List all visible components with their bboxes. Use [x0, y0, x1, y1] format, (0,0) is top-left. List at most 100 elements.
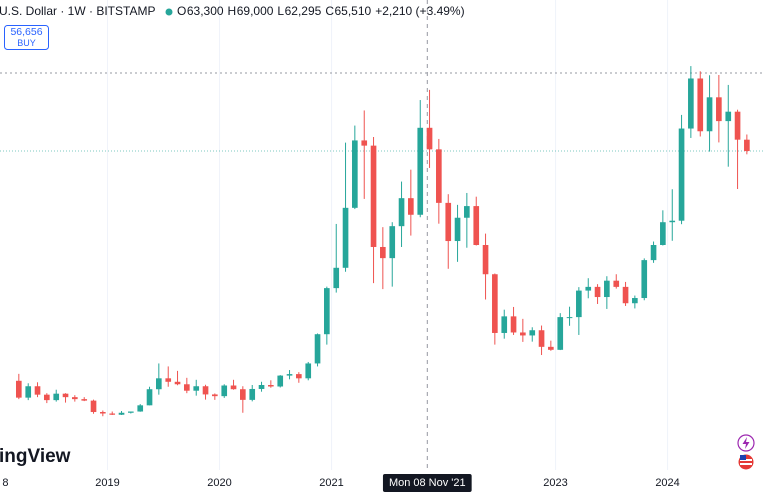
candle-body [622, 286, 629, 304]
candle-body [221, 385, 228, 397]
candle-body [370, 145, 377, 247]
candle-body [716, 97, 722, 122]
candle-body [641, 260, 648, 299]
candle-body [520, 332, 526, 336]
candle-body [678, 128, 685, 221]
buy-price: 56,656 [10, 26, 42, 38]
candle-body [426, 127, 433, 150]
candle-body [688, 78, 694, 129]
candle-body [706, 97, 713, 132]
candle-body [240, 389, 246, 400]
candle-body [482, 245, 489, 275]
candle-body [473, 206, 480, 245]
candle-body [212, 394, 218, 397]
candle-body [333, 267, 340, 289]
candle-body [258, 385, 265, 389]
candle-body [632, 298, 638, 304]
crosshair-label: Mon 08 Nov '21 [389, 477, 466, 489]
x-tick-label: 2020 [207, 477, 231, 489]
candle-body [557, 317, 564, 350]
candle-body [137, 405, 144, 412]
candle-body [34, 386, 41, 395]
candle-body [585, 286, 592, 291]
candle-body [268, 385, 274, 387]
candle-body [286, 374, 293, 376]
candle-body [193, 386, 200, 391]
candle-body [436, 149, 442, 203]
candle-body [697, 78, 704, 132]
candle-body [174, 381, 181, 385]
candle-body [202, 386, 209, 395]
crosshair-label-box [382, 474, 472, 492]
x-axis: 8 2019 2020 2021 2023 2024 Mon 08 Nov '21 [2, 474, 680, 492]
candle-body [529, 330, 536, 336]
candle-body [492, 274, 498, 333]
candle-body [389, 226, 396, 259]
candle-body [510, 316, 517, 333]
candle-body [725, 111, 732, 122]
buy-box-frame[interactable] [4, 25, 49, 50]
legend-value: 65,510 [334, 4, 371, 18]
candle-body [324, 288, 330, 335]
candle-body [342, 207, 349, 268]
candle-body [305, 363, 312, 379]
candle-body [81, 399, 88, 401]
candle-body [454, 217, 461, 242]
candle-body [380, 246, 386, 259]
candle-body [71, 397, 78, 400]
candle-body [128, 411, 134, 413]
legend-value: 63,300 [187, 4, 224, 18]
side-icons [737, 434, 755, 471]
grid [107, 0, 669, 470]
candle-body [734, 111, 741, 140]
candle-body [548, 346, 554, 350]
candle-body [660, 222, 666, 245]
candle-body [445, 202, 452, 242]
candle-body [90, 400, 97, 413]
candle-body [398, 198, 405, 227]
candle-body [417, 127, 424, 215]
candle-body [613, 280, 620, 287]
candle-body [538, 330, 545, 347]
candle-body [118, 412, 125, 415]
x-tick-label: 2024 [655, 477, 679, 489]
candle-body [62, 393, 69, 398]
x-tick-label: 2023 [543, 477, 567, 489]
x-tick-label: 2019 [95, 477, 119, 489]
icon-lightning-glyph [742, 437, 750, 449]
candle-body [650, 245, 657, 261]
legend-value: 69,000 [237, 4, 274, 18]
candle-body [156, 378, 162, 390]
candle-body [146, 389, 153, 406]
buy-box: 56,656 BUY [4, 25, 49, 50]
watermark: ingView [0, 446, 71, 467]
legend-key: C [325, 4, 334, 18]
x-tick-label: 8 [2, 477, 8, 489]
header: U.S. Dollar · 1W · BITSTAMP O 63,300 H 69,0… [0, 4, 465, 18]
candle-body [361, 140, 368, 146]
symbol-title: U.S. Dollar · 1W · BITSTAMP [0, 4, 155, 18]
candle-body [501, 316, 508, 333]
status-dot [165, 8, 173, 16]
x-tick-label: 2021 [319, 477, 343, 489]
buy-label: BUY [17, 38, 36, 48]
price-lines [0, 0, 765, 470]
candle-body [408, 198, 414, 215]
candle-body [352, 140, 358, 208]
candle-body [25, 386, 32, 398]
icon-flag-canton [740, 455, 746, 460]
legend-key: L [277, 4, 284, 18]
candle-body [669, 220, 676, 223]
candle-body [604, 280, 610, 298]
candle-body [277, 375, 284, 387]
candle-body [43, 394, 50, 401]
legend-change: +2,210 (+3.49%) [375, 4, 464, 18]
icon-flag-stripe [740, 463, 752, 465]
candle-body [15, 380, 22, 398]
candle-body [576, 290, 582, 318]
candle-body [99, 412, 106, 414]
candle-body [249, 388, 256, 400]
candles [15, 66, 750, 417]
